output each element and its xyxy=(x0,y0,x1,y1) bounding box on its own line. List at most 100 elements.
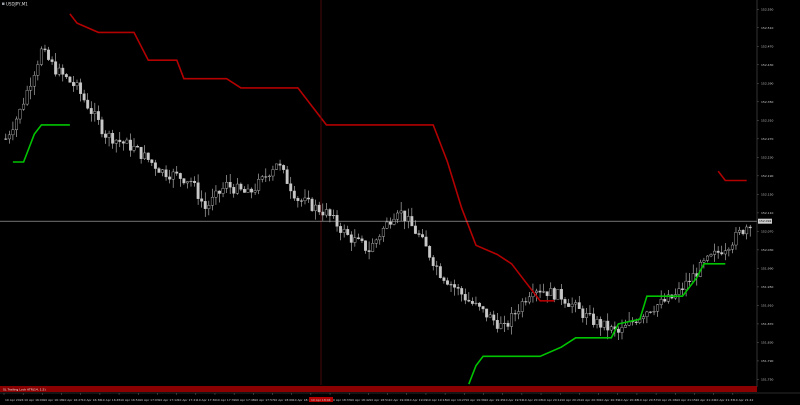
candle[interactable] xyxy=(431,255,435,271)
candle[interactable] xyxy=(527,292,531,305)
candle[interactable] xyxy=(15,116,18,138)
candle[interactable] xyxy=(727,247,731,257)
candle[interactable] xyxy=(104,130,107,144)
candle[interactable] xyxy=(677,282,681,303)
candle[interactable] xyxy=(178,172,182,187)
candle[interactable] xyxy=(346,225,350,236)
candle[interactable] xyxy=(442,276,446,284)
candle[interactable] xyxy=(218,190,221,203)
candle[interactable] xyxy=(381,226,385,242)
candle[interactable] xyxy=(730,242,734,254)
candle[interactable] xyxy=(39,46,43,67)
candle[interactable] xyxy=(317,201,321,215)
candle[interactable] xyxy=(592,307,595,328)
candle[interactable] xyxy=(328,208,332,223)
candle[interactable] xyxy=(574,299,578,313)
candle[interactable] xyxy=(517,304,521,320)
candle[interactable] xyxy=(556,289,560,300)
candle[interactable] xyxy=(203,192,207,217)
candle[interactable] xyxy=(232,183,236,198)
candle[interactable] xyxy=(609,324,613,334)
candle[interactable] xyxy=(706,255,709,263)
candle[interactable] xyxy=(720,245,724,256)
candle[interactable] xyxy=(253,183,257,195)
candle[interactable] xyxy=(435,260,439,276)
candle[interactable] xyxy=(506,320,510,331)
candle[interactable] xyxy=(335,210,339,232)
candle[interactable] xyxy=(22,97,26,111)
candle[interactable] xyxy=(68,76,72,83)
candle[interactable] xyxy=(118,132,122,148)
candle[interactable] xyxy=(478,302,481,311)
candle[interactable] xyxy=(275,163,278,171)
candle[interactable] xyxy=(260,174,264,183)
candle[interactable] xyxy=(314,199,318,220)
candle[interactable] xyxy=(182,177,186,185)
candle[interactable] xyxy=(570,297,574,314)
candle[interactable] xyxy=(221,182,225,198)
candle[interactable] xyxy=(385,217,389,230)
candle[interactable] xyxy=(143,145,147,161)
candle[interactable] xyxy=(267,174,271,182)
candle[interactable] xyxy=(96,105,100,125)
candle[interactable] xyxy=(310,197,314,212)
candle[interactable] xyxy=(356,233,360,240)
candle[interactable] xyxy=(446,277,449,286)
candle[interactable] xyxy=(210,188,214,211)
candle[interactable] xyxy=(360,235,364,244)
time-axis[interactable] xyxy=(0,393,800,405)
candle[interactable] xyxy=(299,198,303,207)
candle[interactable] xyxy=(584,308,588,325)
candle[interactable] xyxy=(239,182,243,192)
candle[interactable] xyxy=(242,186,246,193)
candle[interactable] xyxy=(748,224,752,237)
candle[interactable] xyxy=(125,137,129,144)
candle[interactable] xyxy=(153,159,157,176)
candle[interactable] xyxy=(339,222,343,241)
candle[interactable] xyxy=(663,293,667,303)
candle[interactable] xyxy=(114,139,118,153)
candle[interactable] xyxy=(285,166,289,184)
candle[interactable] xyxy=(499,316,503,330)
candle[interactable] xyxy=(307,190,310,203)
candle[interactable] xyxy=(246,184,250,193)
candle[interactable] xyxy=(25,85,29,106)
candle[interactable] xyxy=(189,177,193,187)
candle[interactable] xyxy=(342,224,346,238)
candle[interactable] xyxy=(392,213,396,226)
candle[interactable] xyxy=(734,227,738,250)
candle[interactable] xyxy=(171,168,175,188)
candle[interactable] xyxy=(641,314,645,324)
candle[interactable] xyxy=(389,217,392,229)
candle[interactable] xyxy=(349,231,353,251)
candle[interactable] xyxy=(470,297,474,306)
candle[interactable] xyxy=(139,146,143,164)
candle[interactable] xyxy=(47,46,50,62)
candle[interactable] xyxy=(353,229,357,247)
candle[interactable] xyxy=(595,316,599,329)
candle[interactable] xyxy=(549,282,553,296)
candle[interactable] xyxy=(250,187,253,199)
candle[interactable] xyxy=(324,202,328,218)
candle[interactable] xyxy=(367,241,371,260)
candle[interactable] xyxy=(321,203,325,221)
candle[interactable] xyxy=(296,196,300,208)
candle[interactable] xyxy=(89,101,93,122)
candle[interactable] xyxy=(54,53,58,77)
candle[interactable] xyxy=(18,108,22,124)
candle[interactable] xyxy=(332,209,335,219)
candle[interactable] xyxy=(207,200,211,216)
candle[interactable] xyxy=(303,189,307,205)
candle[interactable] xyxy=(688,273,692,288)
candle[interactable] xyxy=(175,166,179,176)
candle[interactable] xyxy=(645,310,649,324)
candle[interactable] xyxy=(378,234,382,245)
candle[interactable] xyxy=(599,316,603,336)
candle[interactable] xyxy=(474,296,478,306)
candle[interactable] xyxy=(132,138,136,153)
candle[interactable] xyxy=(713,243,717,262)
price-axis[interactable] xyxy=(757,0,800,387)
candle[interactable] xyxy=(616,326,620,340)
candle[interactable] xyxy=(460,286,464,302)
candle[interactable] xyxy=(72,76,75,92)
